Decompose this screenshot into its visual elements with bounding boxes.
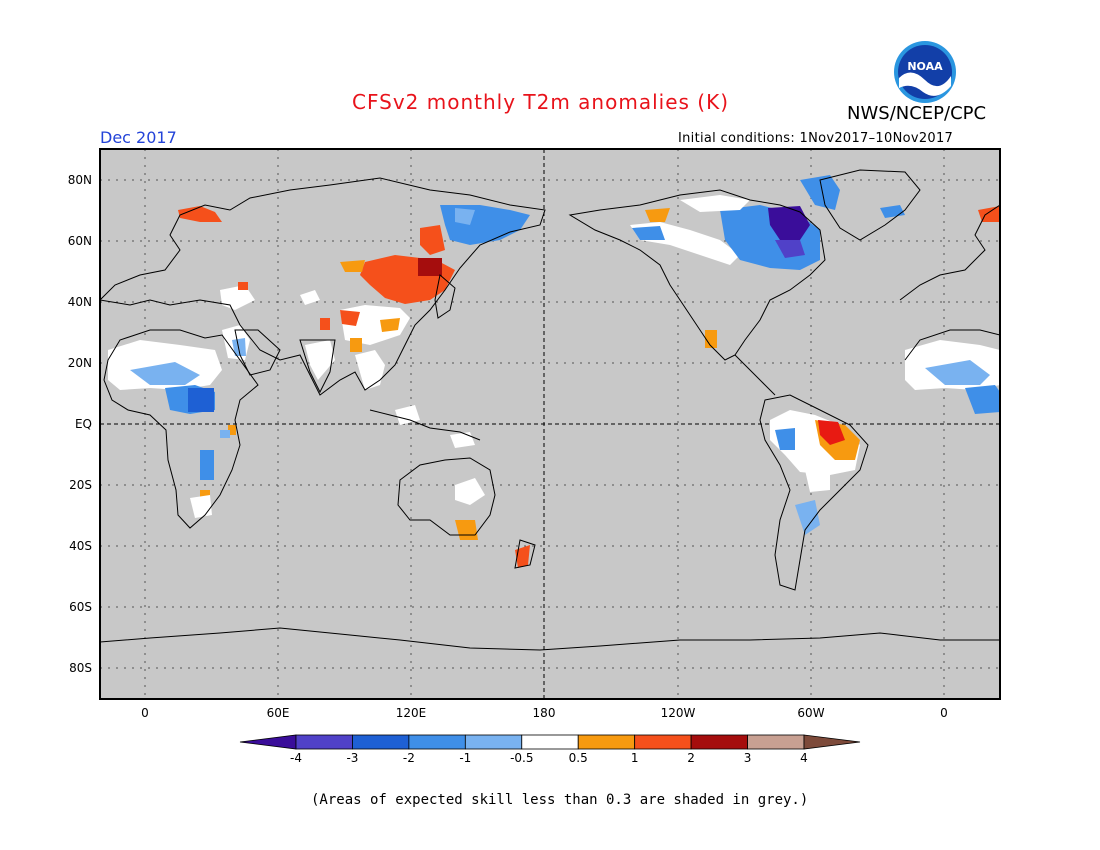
coastlines xyxy=(100,169,1000,651)
colorbar-tick-label: 2 xyxy=(687,751,695,765)
colorbar-tick-label: 3 xyxy=(744,751,752,765)
lat-label: 40S xyxy=(69,539,92,553)
lon-label: 120E xyxy=(396,706,427,720)
colorbar-bin xyxy=(521,734,579,750)
lon-label: 180 xyxy=(533,706,556,720)
map-frame xyxy=(99,148,1001,700)
anomaly-shading xyxy=(108,175,1000,568)
colorbar-tick-label: 4 xyxy=(800,751,808,765)
colorbar-tick-label: -4 xyxy=(290,751,302,765)
lat-label: 60N xyxy=(68,234,92,248)
colorbar-tick-label: 0.5 xyxy=(569,751,588,765)
colorbar: -4 -3 -2 -1 -0.5 0.5 1 2 3 4 xyxy=(239,734,861,765)
colorbar-bin xyxy=(464,734,523,750)
colorbar-bin xyxy=(352,734,410,750)
lat-labels: 80N 60N 40N 20N EQ 20S 40S 60S 80S xyxy=(68,173,92,675)
lon-label: 120W xyxy=(661,706,696,720)
valid-month: Dec 2017 xyxy=(100,128,177,147)
logo-text: NOAA xyxy=(907,60,943,73)
colorbar-tick-label: -2 xyxy=(403,751,415,765)
lat-label: 80S xyxy=(69,661,92,675)
colorbar-bin xyxy=(577,734,636,750)
agency-label: NWS/NCEP/CPC xyxy=(847,103,987,124)
colorbar-tick-label: -0.5 xyxy=(510,751,533,765)
lat-label: 60S xyxy=(69,600,92,614)
colorbar-bin xyxy=(747,734,805,750)
colorbar-bin xyxy=(803,734,861,750)
lon-labels: 0 60E 120E 180 120W 60W 0 xyxy=(141,706,948,720)
noaa-logo: NOAA xyxy=(893,40,957,108)
anomaly-map: 80N 60N 40N 20N EQ 20S 40S 60S 80S 0 60E… xyxy=(68,148,1001,765)
lon-label: 0 xyxy=(940,706,948,720)
colorbar-tick-label: -1 xyxy=(459,751,471,765)
colorbar-tick-label: 1 xyxy=(631,751,639,765)
lat-label: EQ xyxy=(75,417,92,431)
lon-label: 0 xyxy=(141,706,149,720)
lon-label: 60W xyxy=(797,706,824,720)
initial-conditions: Initial conditions: 1Nov2017–10Nov2017 xyxy=(678,131,954,146)
lat-label: 20N xyxy=(68,356,92,370)
colorbar-bin xyxy=(690,734,748,750)
colorbar-bin xyxy=(408,734,466,750)
colorbar-bin xyxy=(634,734,692,750)
lat-label: 80N xyxy=(68,173,92,187)
lon-label: 60E xyxy=(267,706,290,720)
map-title: CFSv2 monthly T2m anomalies (K) xyxy=(352,90,729,114)
skill-footnote: (Areas of expected skill less than 0.3 a… xyxy=(311,792,809,808)
lat-label: 40N xyxy=(68,295,92,309)
graticule xyxy=(100,149,1000,699)
colorbar-bin xyxy=(239,734,297,750)
colorbar-tick-label: -3 xyxy=(346,751,358,765)
lat-label: 20S xyxy=(69,478,92,492)
colorbar-bin xyxy=(295,734,353,750)
